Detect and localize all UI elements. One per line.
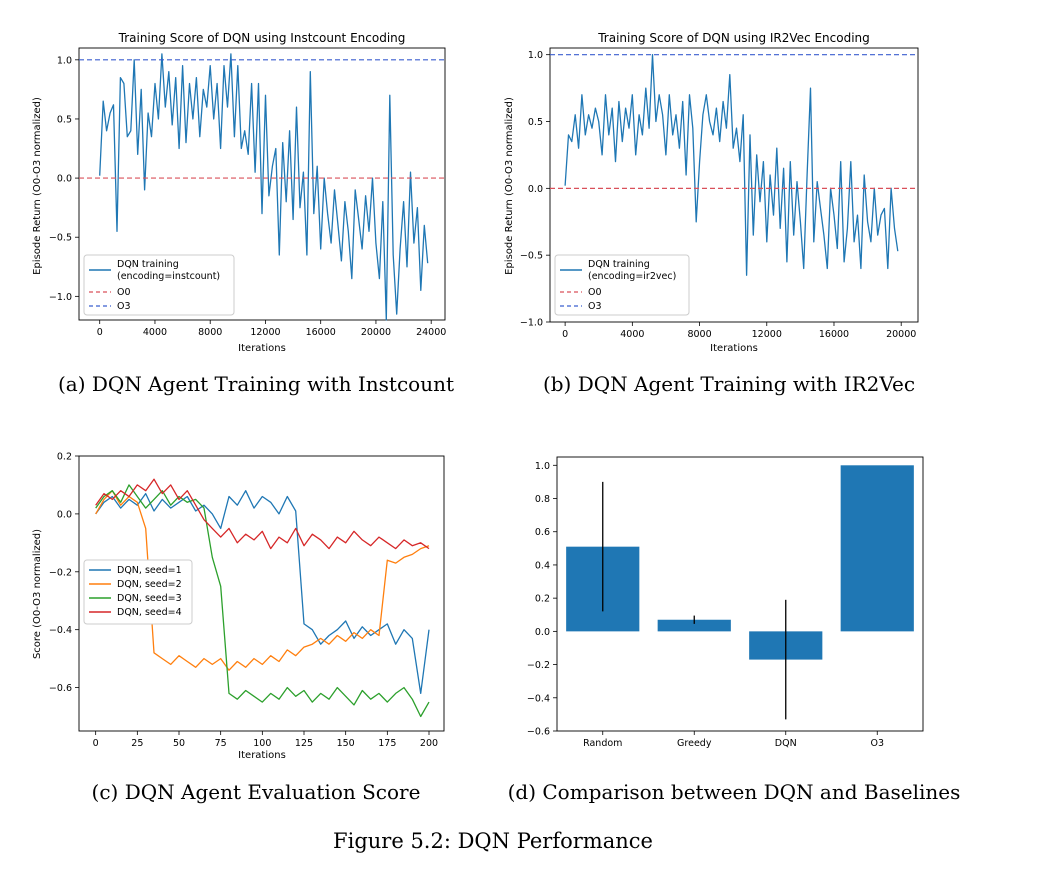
legend-a-dqn-line1: DQN training — [117, 259, 179, 270]
legend-c-seed1: DQN, seed=1 — [117, 565, 182, 576]
subcaption-c: (c) DQN Agent Evaluation Score — [92, 780, 421, 804]
chart-d-ytick-label: 0.0 — [535, 627, 550, 638]
chart-c-ytick-label: −0.6 — [49, 683, 72, 694]
figure-caption: Figure 5.2: DQN Performance — [333, 829, 653, 853]
chart-b-title: Training Score of DQN using IR2Vec Encod… — [597, 31, 870, 45]
chart-b-ytick-label: −1.0 — [520, 318, 543, 329]
chart-b-xtick-label: 0 — [562, 329, 568, 340]
chart-a-xtick-label: 8000 — [198, 327, 222, 338]
chart-d-xtick-label: Greedy — [677, 738, 712, 749]
chart-a-ytick-label: −1.0 — [49, 292, 72, 303]
chart-c-xlabel: Iterations — [238, 750, 286, 761]
chart-c-xtick-label: 125 — [295, 738, 313, 749]
chart-d-ytick-label: 0.6 — [535, 527, 550, 538]
chart-c-ytick-label: −0.4 — [49, 625, 72, 636]
chart-c-xtick-label: 200 — [420, 738, 438, 749]
chart-c-ylabel: Score (O0-O3 normalized) — [32, 529, 43, 659]
chart-b-ytick-label: −0.5 — [520, 251, 543, 262]
chart-c-xtick-label: 50 — [173, 738, 185, 749]
chart-c-ytick-label: 0.2 — [57, 452, 72, 463]
chart-d-xtick-label: O3 — [870, 738, 884, 749]
chart-a-ylabel: Episode Return (O0-O3 normalized) — [32, 97, 43, 275]
chart-a-ytick-label: −0.5 — [49, 233, 72, 244]
chart-c-xtick-label: 100 — [253, 738, 271, 749]
legend-c-seed4: DQN, seed=4 — [117, 607, 182, 618]
chart-c-legend: DQN, seed=1 DQN, seed=2 DQN, seed=3 DQN,… — [83, 559, 193, 625]
chart-d-ytick-label: 1.0 — [535, 461, 550, 472]
chart-a-ytick-label: 1.0 — [57, 55, 72, 66]
chart-c-series-dqn-seed-4-line — [95, 478, 430, 550]
chart-a-ytick-label: 0.0 — [57, 174, 72, 185]
subcaption-a: (a) DQN Agent Training with Instcount — [58, 372, 454, 396]
chart-a-xtick-label: 16000 — [306, 327, 336, 338]
chart-d-ytick-label: 0.2 — [535, 594, 550, 605]
chart-b-legend: DQN training (encoding=ir2vec) O0 O3 — [554, 254, 690, 316]
chart-b-ytick-label: 0.5 — [528, 117, 543, 128]
chart-d-ytick-label: −0.6 — [527, 727, 550, 738]
chart-b-xlabel: Iterations — [710, 343, 758, 354]
chart-a-xlabel: Iterations — [238, 343, 286, 354]
chart-c-series-dqn-seed-1-line — [95, 490, 430, 695]
panel-c-evaluation: 0 25 50 75 100 125 150 175 200 −0.6 −0.4 −0.2 0.0 0.2… — [32, 452, 445, 761]
chart-c-xtick-label: 175 — [378, 738, 396, 749]
chart-c-ytick-label: −0.2 — [49, 567, 72, 578]
panel-a-training-instcount: Training Score of DQN using Instcount En… — [32, 31, 446, 354]
chart-b-ylabel: Episode Return (O0-O3 normalized) — [504, 97, 515, 275]
chart-b-xtick-label: 8000 — [687, 329, 711, 340]
chart-a-ytick-label: 0.5 — [57, 114, 72, 125]
chart-a-plot-frame — [78, 47, 446, 321]
chart-a-xtick-label: 4000 — [143, 327, 167, 338]
chart-c-xtick-label: 150 — [337, 738, 355, 749]
legend-a-dqn-line2: (encoding=instcount) — [117, 271, 220, 282]
panel-b-training-ir2vec: Training Score of DQN using IR2Vec Encod… — [504, 31, 919, 354]
legend-c-seed3: DQN, seed=3 — [117, 593, 182, 604]
panel-d-baseline-comparison: −0.6 −0.4 −0.2 0.0 0.2 0.4 0.6 0.8 1.0 Random Gre… — [527, 456, 924, 749]
chart-d-ytick-label: 0.4 — [535, 560, 550, 571]
chart-d-ytick-label: −0.4 — [527, 693, 550, 704]
chart-d-xtick-label: DQN — [775, 738, 797, 749]
chart-b-series-dqn-training-line — [564, 54, 899, 276]
chart-b-xtick-label: 20000 — [886, 329, 916, 340]
bar-greedy — [657, 619, 731, 632]
chart-b-ytick-label: 0.0 — [528, 184, 543, 195]
chart-b-ytick-label: 1.0 — [528, 50, 543, 61]
chart-d-ytick-label: −0.2 — [527, 660, 550, 671]
subcaption-d: (d) Comparison between DQN and Baselines — [508, 780, 961, 804]
chart-d-plot-frame — [556, 456, 924, 732]
chart-c-xtick-label: 0 — [93, 738, 99, 749]
chart-c-xtick-label: 75 — [215, 738, 227, 749]
legend-a-o0: O0 — [117, 287, 131, 298]
subcaption-b: (b) DQN Agent Training with IR2Vec — [543, 372, 915, 396]
bar-o3 — [840, 465, 914, 632]
chart-c-series-dqn-seed-3-line — [95, 484, 430, 718]
chart-a-xtick-label: 20000 — [361, 327, 391, 338]
legend-a-o3: O3 — [117, 301, 131, 312]
chart-a-xtick-label: 12000 — [250, 327, 280, 338]
chart-a-xtick-label: 24000 — [416, 327, 446, 338]
chart-d-xtick-label: Random — [583, 738, 622, 749]
chart-c-plot-frame — [78, 455, 445, 732]
chart-b-xtick-label: 16000 — [819, 329, 849, 340]
legend-b-o0: O0 — [588, 287, 602, 298]
chart-a-xtick-label: 0 — [97, 327, 103, 338]
chart-b-xtick-label: 12000 — [752, 329, 782, 340]
chart-a-legend: DQN training (encoding=instcount) O0 O3 — [83, 254, 235, 316]
chart-b-plot-frame — [549, 47, 919, 323]
legend-c-seed2: DQN, seed=2 — [117, 579, 182, 590]
chart-a-title: Training Score of DQN using Instcount En… — [118, 31, 406, 45]
chart-d-ytick-label: 0.8 — [535, 494, 550, 505]
chart-c-ytick-label: 0.0 — [57, 509, 72, 520]
chart-b-xtick-label: 4000 — [620, 329, 644, 340]
legend-b-o3: O3 — [588, 301, 602, 312]
chart-a-series-dqn-training-line — [99, 53, 429, 321]
legend-b-dqn-line1: DQN training — [588, 259, 650, 270]
chart-c-xtick-label: 25 — [131, 738, 143, 749]
legend-b-dqn-line2: (encoding=ir2vec) — [588, 271, 676, 282]
